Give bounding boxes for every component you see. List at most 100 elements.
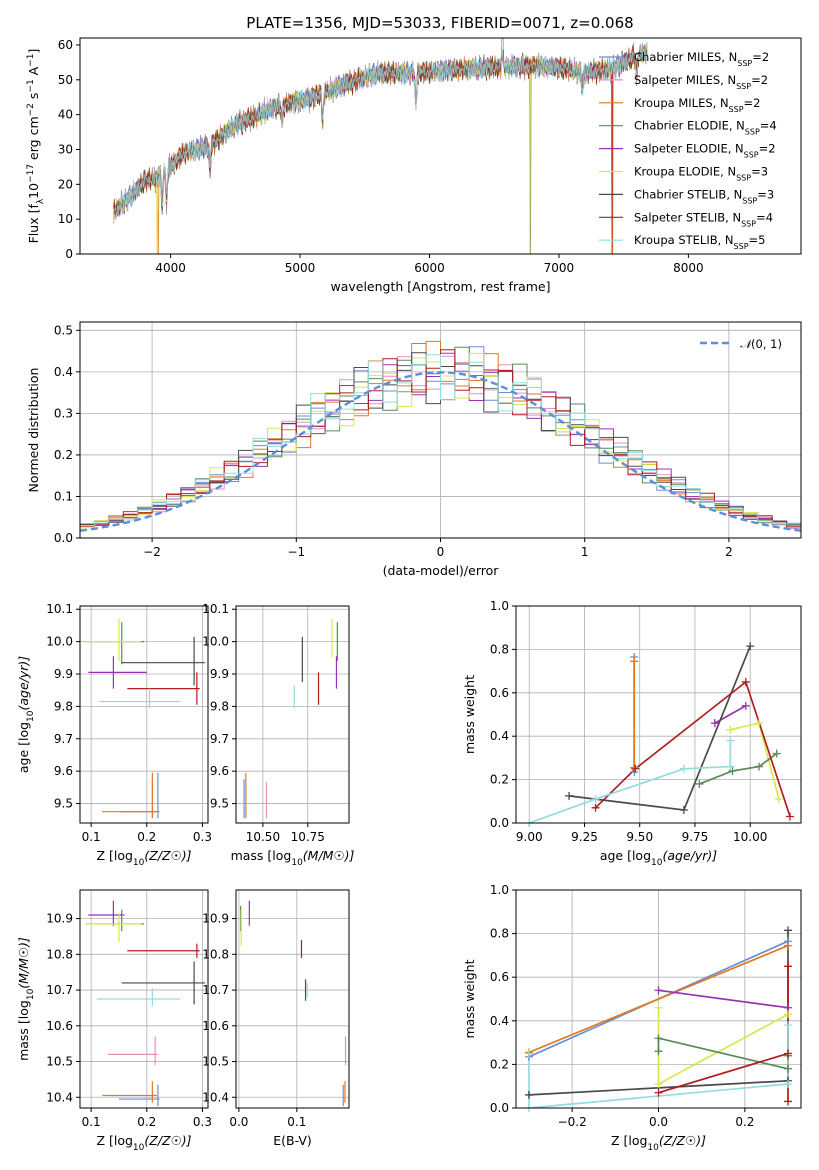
- x-tick-label: 9.75: [682, 830, 709, 844]
- figure-title: PLATE=1356, MJD=53033, FIBERID=0071, z=0…: [246, 14, 633, 32]
- x-tick-label: 5000: [285, 261, 316, 275]
- y-tick-label: 10.8: [202, 947, 229, 961]
- x-tick-label: 9.25: [571, 830, 598, 844]
- y-tick-label: 30: [58, 142, 73, 156]
- x-tick-label: 9.50: [626, 830, 653, 844]
- mass-weight-line: [699, 752, 778, 785]
- mass-weight-marker: [726, 736, 735, 745]
- legend-label: Chabrier MILES, NSSP=2: [634, 50, 769, 68]
- mass-weight-marker: [565, 791, 574, 800]
- observed-spectrum-line: [113, 38, 648, 224]
- x-tick-label: 0.1: [287, 1115, 306, 1129]
- panel-residual-histogram: −2 −1 0 1 2 0.0 0.1 0.2 0.3 0.4 0.5 (data-model)/er…: [26, 321, 802, 578]
- x-tick-label: 9.00: [516, 830, 543, 844]
- mass-weight-marker: [772, 749, 781, 758]
- x-tick-label: 0: [437, 545, 445, 559]
- mass-weight-marker: [654, 1047, 663, 1056]
- mass-weight-marker: [728, 766, 737, 775]
- x-tick-label: 10.50: [246, 830, 280, 844]
- mass-weight-marker: [755, 719, 764, 728]
- y-tick-label: 9.9: [54, 667, 73, 681]
- y-tick-label: 0.6: [490, 686, 509, 700]
- y-tick-label: 0.4: [490, 1014, 509, 1028]
- x-axis-label: age [log10(age/yr)]: [600, 848, 717, 868]
- x-tick-label: 0.1: [82, 830, 101, 844]
- mass-weight-line: [568, 645, 751, 811]
- mass-weight-marker: [524, 1049, 533, 1058]
- mass-weight-marker: [784, 1021, 793, 1030]
- x-axis-label: Z [log10(Z/Z☉)]: [96, 848, 191, 868]
- mass-weight-marker: [784, 941, 793, 950]
- mass-weight-marker: [654, 1080, 663, 1089]
- y-tick-label: 0.2: [54, 448, 73, 462]
- mass-weight-line: [658, 989, 789, 1009]
- y-tick-label: 10.9: [46, 912, 73, 926]
- x-tick-label: 7000: [544, 261, 575, 275]
- y-axis-label: mass [log10(M/M☉)]: [16, 937, 36, 1061]
- x-axis-label: Z [log10(Z/Z☉)]: [96, 1133, 191, 1153]
- plot-area: [85, 900, 206, 1107]
- y-tick-label: 0.0: [54, 531, 73, 545]
- plot-area: [80, 340, 801, 538]
- y-tick-label: 50: [58, 73, 73, 87]
- y-tick-label: 9.6: [54, 764, 73, 778]
- x-tick-label: −1: [287, 545, 305, 559]
- axes-frame: [235, 889, 350, 1109]
- y-tick-label: 0.8: [490, 642, 509, 656]
- y-tick-label: 9.7: [210, 732, 229, 746]
- panel-mass-weight-vs-Z: −0.2 0.0 0.2 0.0 0.2 0.4 0.6 0.8 1.0 Z [log10(Z/Z…: [462, 883, 802, 1153]
- plot-area: [243, 618, 338, 819]
- mass-weight-marker: [784, 926, 793, 935]
- y-tick-label: 0.4: [490, 729, 509, 743]
- y-tick-label: 10.6: [202, 1019, 229, 1033]
- mass-weight-marker: [784, 1080, 793, 1089]
- y-tick-label: 0.6: [490, 970, 509, 984]
- axes-frame: [79, 605, 209, 824]
- mass-weight-marker: [784, 1097, 793, 1106]
- y-tick-label: 20: [58, 177, 73, 191]
- mass-weight-marker: [785, 812, 794, 821]
- y-tick-label: 10.7: [46, 983, 73, 997]
- legend-label: Kroupa STELIB, NSSP=5: [634, 233, 765, 251]
- y-tick-label: 0.0: [490, 1101, 509, 1115]
- plot-area: [85, 618, 206, 819]
- panel-age-vs-mass: 10.50 10.75 9.5 9.6 9.7 9.8 9.9 10.0 10.1 mass [l…: [202, 602, 354, 868]
- mass-weight-marker: [679, 764, 688, 773]
- y-tick-label: 10.4: [46, 1090, 73, 1104]
- mass-weight-marker: [755, 762, 764, 771]
- mass-weight-marker: [591, 803, 600, 812]
- y-tick-label: 10.4: [202, 1090, 229, 1104]
- x-tick-label: 10.75: [291, 830, 325, 844]
- x-tick-label: 2: [725, 545, 733, 559]
- x-tick-label: 10.00: [733, 830, 767, 844]
- y-tick-label: 0: [65, 247, 73, 261]
- mass-weight-marker: [784, 1049, 793, 1058]
- y-tick-label: 1.0: [490, 883, 509, 897]
- plot-area: [240, 900, 347, 1107]
- legend-label: 𝒩(0, 1): [740, 337, 782, 351]
- y-tick-label: 40: [58, 108, 73, 122]
- y-tick-label: 0.8: [490, 927, 509, 941]
- gaussian-curve: [80, 371, 801, 532]
- x-tick-label: 0.0: [649, 1115, 668, 1129]
- mass-weight-marker: [591, 795, 600, 804]
- y-tick-label: 9.5: [54, 797, 73, 811]
- legend-label: Chabrier STELIB, NSSP=3: [634, 187, 774, 205]
- mass-weight-marker: [726, 725, 735, 734]
- x-tick-label: 4000: [155, 261, 186, 275]
- y-tick-label: 9.9: [210, 667, 229, 681]
- panel-age-vs-Z: 0.1 0.2 0.3 9.5 9.6 9.7 9.8 9.9 10.0 10.1 Z [log10…: [16, 602, 212, 868]
- mass-weight-marker: [784, 1010, 793, 1019]
- y-tick-label: 10.0: [46, 635, 73, 649]
- y-tick-label: 10.5: [202, 1055, 229, 1069]
- y-axis-label: mass weight: [462, 675, 477, 754]
- y-tick-label: 10.7: [202, 983, 229, 997]
- mass-weight-marker: [679, 805, 688, 814]
- y-tick-label: 10.9: [202, 912, 229, 926]
- y-tick-label: 9.7: [54, 732, 73, 746]
- panel-mass-vs-Z: 0.1 0.2 0.3 10.4 10.5 10.6 10.7 10.8 10.9 Z [log1…: [16, 889, 212, 1153]
- x-tick-label: 8000: [673, 261, 704, 275]
- y-tick-label: 60: [58, 38, 73, 52]
- x-axis-label: Z [log10(Z/Z☉)]: [611, 1133, 706, 1153]
- mass-weight-marker: [710, 719, 719, 728]
